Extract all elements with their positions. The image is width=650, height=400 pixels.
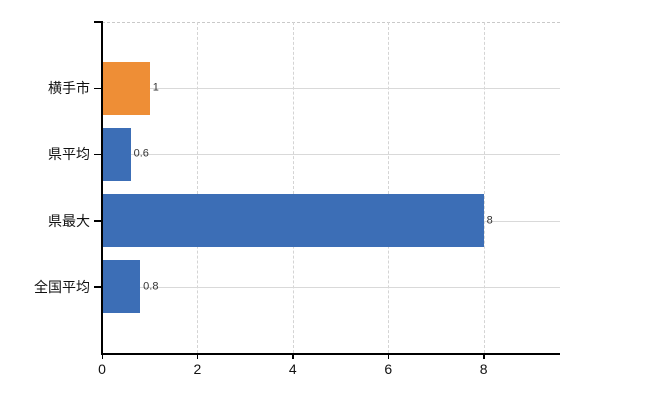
x-axis-tick-2 <box>196 353 199 359</box>
gridline-horizontal-1 <box>102 154 560 156</box>
x-tick-label-2: 2 <box>193 361 202 377</box>
x-axis-tick-6 <box>387 353 390 359</box>
plot-area <box>102 22 560 353</box>
bar-3 <box>102 260 141 314</box>
value-label-0: 1 <box>152 81 159 94</box>
gridline-vertical-4 <box>292 22 294 353</box>
gridline-horizontal-0 <box>102 88 560 90</box>
value-label-2: 8 <box>486 214 493 227</box>
y-axis-tick-0 <box>94 87 102 90</box>
x-tick-label-6: 6 <box>384 361 393 377</box>
y-axis-line <box>101 21 103 353</box>
x-axis-line <box>101 353 560 355</box>
bar-0 <box>102 61 150 115</box>
gridline-vertical-6 <box>388 22 390 353</box>
x-tick-label-4: 4 <box>288 361 297 377</box>
x-axis-tick-0 <box>101 353 103 359</box>
bar-2 <box>102 194 484 248</box>
value-label-3: 0.8 <box>143 280 159 293</box>
category-label-0: 横手市 <box>48 80 90 97</box>
x-axis-tick-8 <box>483 353 485 359</box>
category-label-1: 県平均 <box>48 146 90 163</box>
value-label-1: 0.6 <box>133 147 149 160</box>
gridline-vertical-2 <box>197 22 199 353</box>
y-axis-tick-1 <box>94 153 102 156</box>
y-axis-tick-2 <box>94 220 102 222</box>
gridline-vertical-8 <box>483 22 485 353</box>
y-axis-tick-3 <box>94 286 102 288</box>
y-axis-tick-top <box>94 21 102 23</box>
category-label-2: 県最大 <box>48 212 90 229</box>
gridline-horizontal-3 <box>102 286 560 288</box>
x-tick-label-0: 0 <box>98 361 106 377</box>
category-label-3: 全国平均 <box>34 278 90 295</box>
bar-1 <box>102 127 131 181</box>
x-tick-label-8: 8 <box>479 361 488 377</box>
x-axis-tick-4 <box>292 353 294 359</box>
